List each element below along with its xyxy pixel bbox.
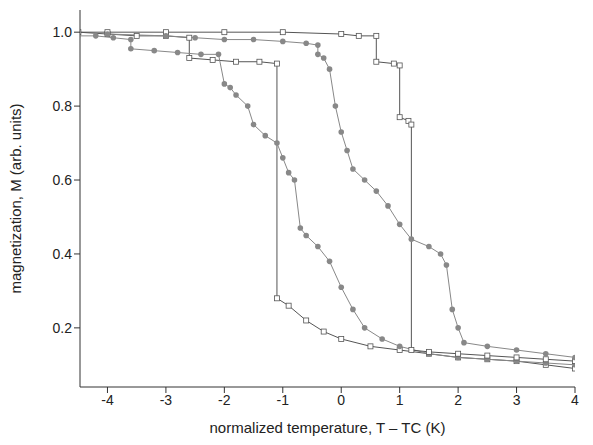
svg-text:-3: -3	[160, 392, 173, 408]
svg-text:-2: -2	[218, 392, 231, 408]
svg-text:normalized temperature, T – TC: normalized temperature, T – TC (K)	[210, 419, 446, 436]
svg-text:4: 4	[571, 392, 579, 408]
svg-text:0.6: 0.6	[53, 172, 73, 188]
svg-text:0.4: 0.4	[53, 246, 73, 262]
svg-text:magnetization, M (arb. units): magnetization, M (arb. units)	[7, 103, 24, 293]
svg-text:1.0: 1.0	[53, 24, 73, 40]
svg-text:0: 0	[337, 392, 345, 408]
svg-text:1: 1	[396, 392, 404, 408]
svg-text:-4: -4	[101, 392, 114, 408]
svg-text:0.2: 0.2	[53, 320, 73, 336]
svg-text:2: 2	[454, 392, 462, 408]
svg-text:-1: -1	[277, 392, 290, 408]
svg-text:3: 3	[513, 392, 521, 408]
svg-text:0.8: 0.8	[53, 98, 73, 114]
